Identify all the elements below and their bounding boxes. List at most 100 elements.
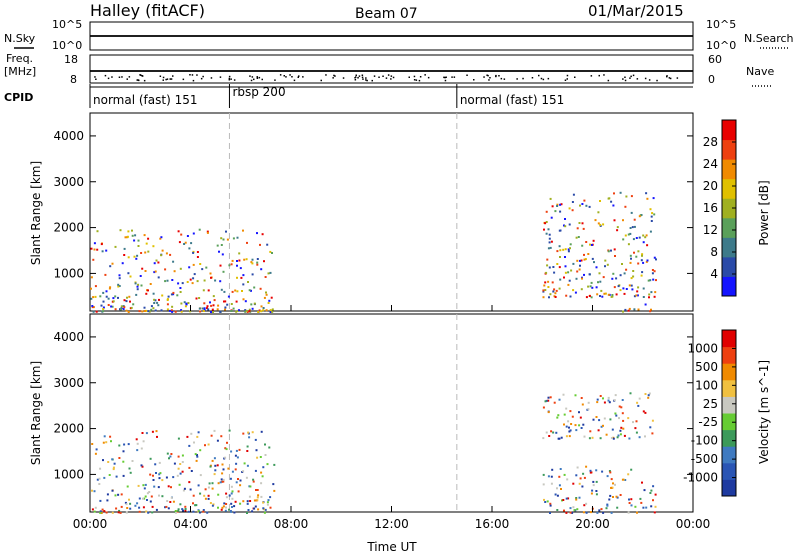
- echo-cell: [588, 205, 591, 208]
- echo-cell: [601, 470, 604, 473]
- echo-cell: [608, 470, 611, 472]
- echo-cell: [167, 485, 170, 488]
- echo-cell: [259, 287, 262, 290]
- colorbar-swatch: [722, 396, 736, 414]
- echo-cell: [589, 285, 592, 288]
- echo-cell: [228, 508, 230, 511]
- nave-point: [210, 77, 213, 79]
- x-tick-label: 20:00: [575, 517, 610, 531]
- echo-cell: [571, 201, 574, 203]
- colorbar-swatch: [722, 159, 736, 180]
- echo-cell: [260, 430, 263, 433]
- echo-cell: [93, 242, 96, 245]
- echo-cell: [137, 484, 140, 487]
- echo-cell: [262, 507, 265, 510]
- echo-cell: [206, 230, 209, 233]
- echo-cell: [260, 495, 263, 498]
- echo-cell: [645, 506, 648, 509]
- echo-cell: [152, 307, 155, 310]
- echo-cell: [599, 280, 602, 283]
- echo-cell: [587, 401, 590, 404]
- echo-cell: [587, 285, 590, 288]
- echo-cell: [611, 295, 614, 298]
- echo-cell: [154, 463, 157, 466]
- echo-cell: [181, 454, 184, 457]
- echo-cell: [216, 308, 219, 311]
- echo-cell: [194, 504, 197, 507]
- echo-cell: [152, 474, 154, 477]
- echo-cell: [164, 280, 167, 283]
- echo-cell: [565, 435, 568, 438]
- echo-cell: [224, 306, 227, 309]
- echo-cell: [98, 483, 101, 485]
- echo-cell: [196, 435, 199, 438]
- echo-cell: [159, 237, 162, 240]
- echo-cell: [127, 443, 130, 446]
- echo-cell: [257, 311, 260, 313]
- echo-cell: [610, 200, 613, 203]
- echo-cell: [202, 310, 205, 312]
- echo-cell: [208, 482, 211, 485]
- echo-cell: [592, 480, 595, 483]
- nave-point: [603, 74, 605, 76]
- echo-cell: [154, 270, 157, 273]
- echo-cell: [644, 236, 647, 239]
- echo-cell: [226, 303, 229, 306]
- echo-cell: [653, 511, 656, 514]
- echo-cell: [273, 489, 276, 492]
- colorbar-tick-label: 28: [703, 135, 718, 149]
- echo-cell: [581, 222, 584, 225]
- echo-cell: [232, 237, 235, 240]
- echo-cell: [251, 431, 254, 434]
- echo-cell: [588, 437, 591, 440]
- echo-cell: [548, 233, 551, 236]
- nave-point: [483, 76, 485, 78]
- echo-cell: [196, 455, 199, 458]
- echo-cell: [646, 244, 649, 247]
- echo-cell: [589, 471, 592, 474]
- echo-cell: [619, 429, 622, 432]
- echo-cell: [579, 204, 581, 207]
- echo-cell: [650, 220, 653, 222]
- echo-cell: [181, 461, 184, 463]
- echo-cell: [192, 502, 194, 505]
- nave-point: [644, 77, 647, 80]
- echo-cell: [113, 462, 116, 465]
- echo-cell: [553, 288, 556, 291]
- echo-cell: [629, 392, 632, 395]
- echo-cell: [117, 283, 120, 286]
- freq-unit-label: [MHz]: [4, 65, 36, 78]
- echo-cell: [179, 472, 182, 475]
- echo-cell: [266, 463, 269, 466]
- echo-cell: [580, 397, 583, 399]
- echo-cell: [542, 296, 545, 299]
- echo-cell: [225, 492, 228, 495]
- y-tick-label: 3000: [53, 376, 84, 390]
- time-xlabel: Time UT: [366, 540, 417, 554]
- echo-cell: [209, 502, 212, 504]
- echo-cell: [578, 268, 581, 271]
- echo-cell: [545, 271, 548, 274]
- echo-cell: [594, 219, 597, 222]
- echo-cell: [224, 447, 227, 450]
- echo-cell: [233, 511, 236, 514]
- echo-cell: [587, 253, 590, 255]
- echo-cell: [182, 489, 185, 492]
- echo-cell: [545, 431, 548, 434]
- echo-cell: [267, 499, 270, 502]
- cpid-segment-label: normal (fast) 151: [460, 93, 564, 107]
- echo-cell: [595, 266, 598, 269]
- echo-cell: [127, 272, 130, 275]
- echo-cell: [209, 301, 211, 304]
- echo-cell: [184, 305, 187, 308]
- echo-cell: [549, 512, 551, 514]
- echo-cell: [249, 485, 252, 488]
- echo-cell: [607, 197, 610, 200]
- echo-cell: [126, 296, 128, 299]
- echo-cell: [231, 470, 234, 473]
- echo-cell: [627, 233, 630, 236]
- echo-cell: [94, 506, 97, 509]
- echo-cell: [580, 288, 583, 291]
- echo-cell: [570, 423, 573, 425]
- echo-cell: [133, 239, 136, 242]
